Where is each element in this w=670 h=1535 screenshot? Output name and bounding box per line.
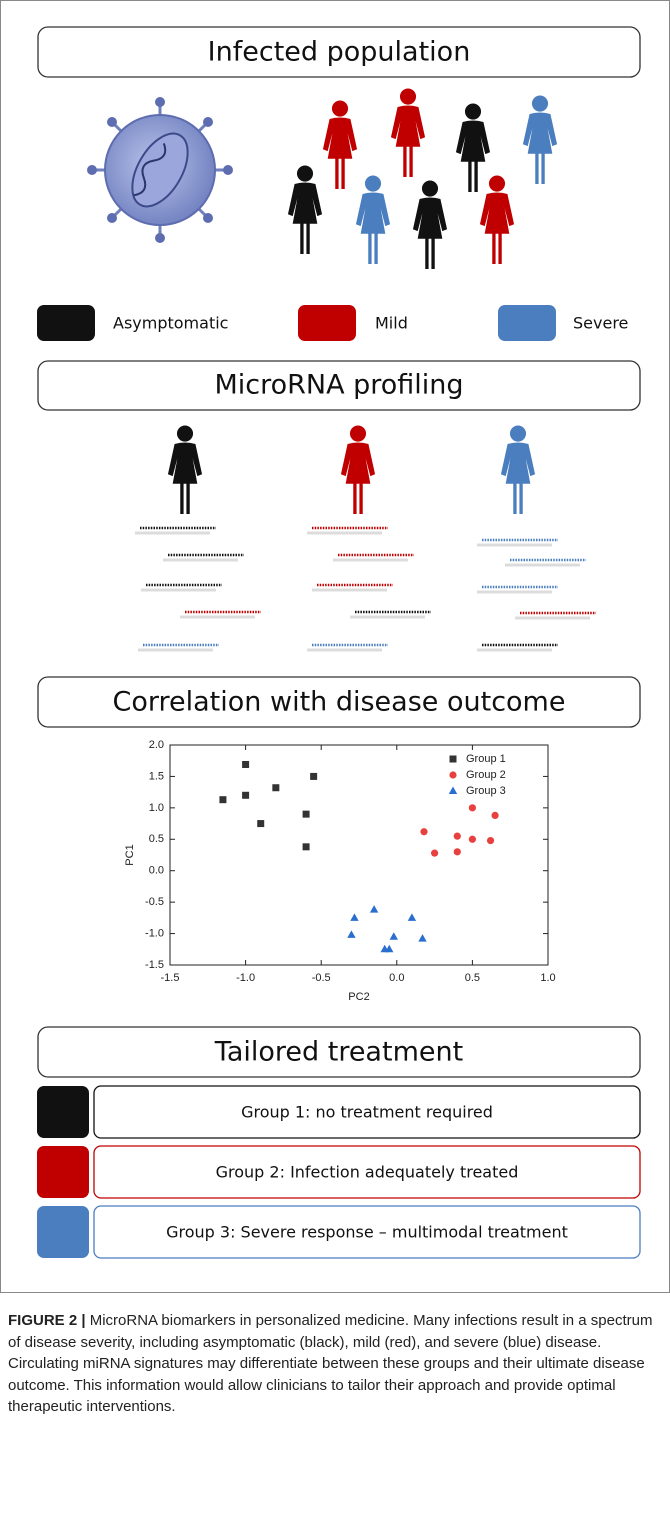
legend-label: Group 3	[466, 785, 506, 797]
section-title: Tailored treatment	[214, 1037, 463, 1068]
x-tick-label: -0.5	[312, 972, 331, 984]
point	[347, 930, 356, 938]
treatment-label: Group 2: Infection adequately treated	[216, 1163, 519, 1182]
y-tick-label: 1.5	[149, 770, 164, 782]
legend-label: Asymptomatic	[113, 314, 228, 333]
legend-label: Group 1	[466, 753, 506, 765]
section-box	[37, 676, 641, 728]
person-icon	[340, 425, 376, 515]
x-tick-label: -1.5	[161, 972, 180, 984]
person-icon	[522, 95, 558, 185]
y-axis-label: PC1	[124, 844, 136, 865]
point	[468, 804, 476, 812]
point	[418, 934, 427, 942]
legend-swatch	[498, 305, 556, 341]
point	[350, 913, 359, 921]
point	[302, 810, 310, 818]
point	[369, 905, 379, 913]
treatment-box	[93, 1145, 641, 1199]
section-title: MicroRNA profiling	[214, 370, 463, 401]
point	[389, 932, 398, 940]
person-icon	[455, 103, 491, 193]
x-tick-label: 0.0	[389, 972, 404, 984]
x-tick-label: -1.0	[236, 972, 255, 984]
legend-label: Group 2	[466, 769, 506, 781]
x-tick-label: 1.0	[540, 972, 555, 984]
group-swatch	[37, 1206, 89, 1258]
legend-marker	[449, 755, 457, 763]
caption-text: MicroRNA biomarkers in personalized medi…	[8, 1312, 653, 1416]
caption-label: FIGURE 2 |	[8, 1312, 86, 1329]
legend-marker	[448, 786, 458, 794]
person-icon	[412, 180, 448, 270]
person-icon	[322, 100, 358, 190]
person-icon	[479, 175, 515, 265]
figure: Infected population MicroRNA profiling C…	[0, 0, 670, 1293]
section-box	[37, 1026, 641, 1078]
treatment-label: Group 3: Severe response – multimodal tr…	[166, 1223, 568, 1242]
legend-label: Mild	[375, 314, 408, 333]
caption: FIGURE 2 | MicroRNA biomarkers in person…	[8, 1310, 660, 1418]
group-swatch	[37, 1146, 89, 1198]
y-tick-label: -1.0	[145, 927, 164, 939]
person-icon	[355, 175, 391, 265]
person-icon	[287, 165, 323, 255]
treatment-label: Group 1: no treatment required	[241, 1103, 493, 1122]
point	[257, 820, 265, 828]
legend-label: Severe	[573, 314, 628, 333]
virus-icon	[87, 97, 233, 243]
y-tick-label: 0.5	[149, 833, 164, 845]
point	[310, 772, 318, 780]
point	[380, 944, 389, 953]
point	[272, 784, 280, 792]
section-box	[37, 360, 641, 411]
point	[420, 828, 428, 836]
x-axis-label: PC2	[348, 991, 369, 1003]
section-title: Correlation with disease outcome	[113, 687, 566, 718]
person-icon	[167, 425, 203, 515]
treatment-box	[93, 1205, 641, 1259]
legend-swatch	[37, 305, 95, 341]
legend-swatch	[298, 305, 356, 341]
point	[219, 796, 227, 804]
point	[431, 849, 439, 857]
y-tick-label: 0.0	[149, 865, 164, 877]
point	[468, 835, 476, 843]
y-tick-label: 2.0	[149, 739, 164, 751]
section-title: Infected population	[208, 37, 471, 68]
point	[242, 760, 250, 768]
y-tick-label: -0.5	[145, 896, 164, 908]
point	[242, 791, 250, 799]
point	[491, 811, 499, 820]
y-tick-label: -1.5	[145, 959, 164, 971]
treatment-box	[93, 1085, 641, 1139]
point	[302, 843, 310, 851]
y-tick-label: 1.0	[149, 802, 164, 814]
x-tick-label: 0.5	[465, 972, 480, 984]
point	[453, 848, 461, 856]
legend-marker	[449, 771, 457, 779]
person-icon	[500, 425, 536, 515]
group-swatch	[37, 1086, 89, 1138]
point	[407, 913, 417, 921]
person-icon	[390, 88, 426, 178]
point	[453, 832, 461, 840]
point	[486, 836, 495, 845]
section-box	[37, 26, 641, 78]
plot-frame	[169, 744, 549, 966]
